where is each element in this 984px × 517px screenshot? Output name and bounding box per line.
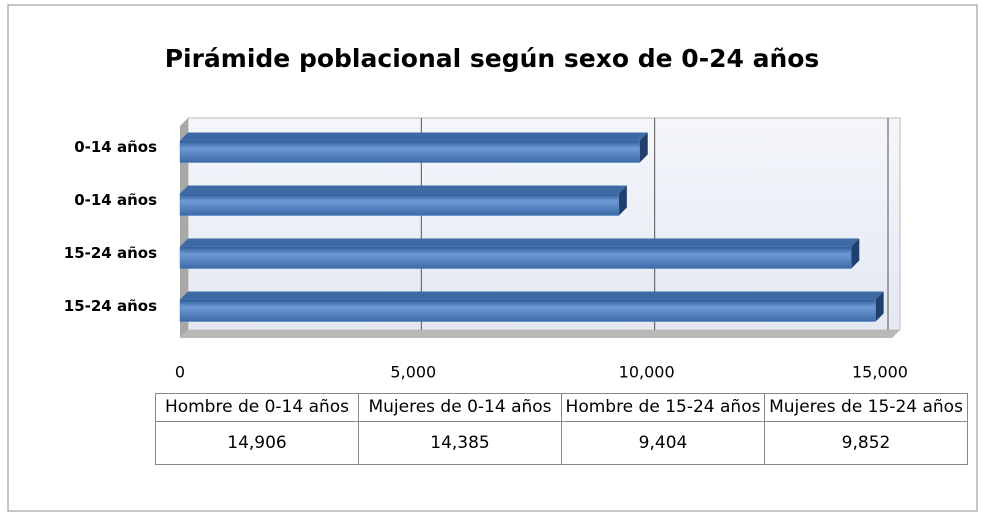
bar-side xyxy=(639,132,648,163)
y-tick-label: 15-24 años xyxy=(64,244,157,262)
table-header-cell: Mujeres de 15-24 años xyxy=(764,393,968,422)
bar-top xyxy=(180,185,627,194)
table-value-cell: 9,852 xyxy=(764,421,968,465)
table-value-cell: 9,404 xyxy=(561,421,765,465)
chart-title: Pirámide poblacional según sexo de 0-24 … xyxy=(165,44,820,73)
data-table: Hombre de 0-14 años Mujeres de 0-14 años H… xyxy=(155,393,968,465)
table-header-cell: Mujeres de 0-14 años xyxy=(358,393,562,422)
bar-side xyxy=(851,238,860,269)
bar-top xyxy=(180,132,648,141)
bar-top xyxy=(180,291,884,300)
bar-side xyxy=(875,291,884,322)
table-value-cell: 14,385 xyxy=(358,421,562,465)
table-header-cell: Hombre de 0-14 años xyxy=(155,393,359,422)
table-values: 14,906 14,385 9,404 9,852 xyxy=(155,421,968,465)
x-tick-label: 0 xyxy=(175,363,185,382)
x-tick-label: 15,000 xyxy=(852,363,908,382)
bar xyxy=(179,299,876,322)
table-header-cell: Hombre de 15-24 años xyxy=(561,393,765,422)
bar-side xyxy=(618,185,627,216)
bar xyxy=(179,246,852,269)
bar xyxy=(179,140,641,163)
x-tick-label: 5,000 xyxy=(390,363,436,382)
y-tick-label: 15-24 años xyxy=(64,297,157,315)
y-tick-label: 0-14 años xyxy=(74,191,157,209)
y-tick-label: 0-14 años xyxy=(74,138,157,156)
x-tick-label: 10,000 xyxy=(619,363,675,382)
side-wall xyxy=(180,118,188,338)
floor xyxy=(180,330,900,338)
table-header: Hombre de 0-14 años Mujeres de 0-14 años H… xyxy=(155,393,968,422)
bar xyxy=(179,193,620,216)
table-value-cell: 14,906 xyxy=(155,421,359,465)
bar-top xyxy=(180,238,860,247)
